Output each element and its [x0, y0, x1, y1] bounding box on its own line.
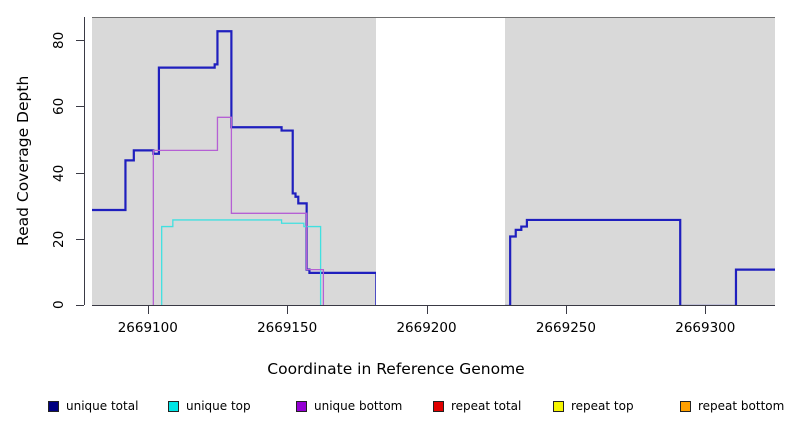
y-axis-line: [84, 17, 85, 305]
series-unique-top: [92, 219, 775, 306]
y-tick: [76, 40, 84, 42]
y-tick-label: 0: [51, 300, 67, 310]
legend-label: unique top: [186, 399, 251, 413]
x-tick: [287, 306, 289, 314]
x-axis-line: [92, 305, 775, 306]
y-tick-label: 40: [51, 163, 67, 182]
y-tick: [76, 238, 84, 240]
y-tick: [76, 305, 84, 306]
x-tick: [565, 306, 567, 314]
legend-label: repeat top: [571, 399, 634, 413]
legend-item-repeat-top[interactable]: repeat top: [553, 400, 634, 412]
x-tick: [147, 306, 149, 314]
series-unique-bottom: [92, 116, 775, 306]
chart-legend: unique total unique top unique bottom repea…: [0, 398, 792, 420]
x-tick-label: 2669200: [396, 320, 457, 336]
x-tick: [426, 306, 428, 314]
legend-label: repeat total: [451, 399, 522, 413]
legend-item-unique-total[interactable]: unique total: [48, 400, 138, 412]
y-tick-label: 20: [51, 230, 67, 248]
x-tick-label: 2669150: [257, 320, 318, 336]
y-tick-label: 60: [51, 97, 67, 115]
legend-swatch-icon: [433, 400, 444, 412]
y-tick: [76, 172, 84, 174]
x-tick-label: 2669250: [535, 320, 596, 336]
legend-swatch-icon: [48, 400, 59, 412]
x-tick-label: 2669100: [117, 320, 178, 336]
y-tick: [76, 106, 84, 108]
x-axis-title: Coordinate in Reference Genome: [267, 360, 525, 378]
legend-item-unique-top[interactable]: unique top: [168, 400, 251, 412]
y-tick-label: 80: [51, 31, 67, 49]
x-tick: [705, 306, 707, 314]
plot-panel: [92, 17, 775, 306]
y-axis-title: Read Coverage Depth: [14, 75, 32, 247]
legend-swatch-icon: [553, 400, 564, 412]
legend-swatch-icon: [680, 400, 691, 412]
legend-item-repeat-bottom[interactable]: repeat bottom: [680, 400, 784, 412]
series-layer: [92, 30, 775, 306]
x-tick-label: 2669300: [675, 320, 736, 336]
legend-label: unique total: [66, 399, 139, 413]
legend-label: repeat bottom: [698, 399, 785, 413]
legend-item-unique-bottom[interactable]: unique bottom: [296, 400, 402, 412]
no-data-gap-mask: [376, 18, 505, 306]
legend-item-repeat-total[interactable]: repeat total: [433, 400, 521, 412]
legend-swatch-icon: [296, 400, 307, 412]
legend-swatch-icon: [168, 400, 179, 412]
legend-label: unique bottom: [314, 399, 403, 413]
